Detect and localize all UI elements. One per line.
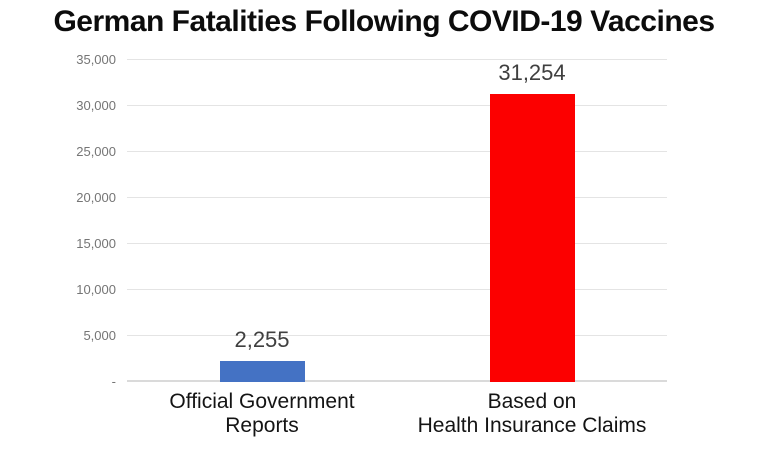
y-tick-label: 35,000 [76,52,116,67]
y-tick-label: - [111,374,116,389]
y-tick-label: 10,000 [76,282,116,297]
gridline [127,151,667,152]
category-label: Based on Health Insurance Claims [392,390,672,438]
x-axis-baseline [127,380,667,382]
y-tick-label: 5,000 [83,328,116,343]
y-tick-label: 15,000 [76,236,116,251]
chart-title: German Fatalities Following COVID-19 Vac… [53,5,715,38]
bar-value-label: 2,255 [234,327,290,353]
gridline [127,105,667,106]
bar [489,94,575,382]
bar-value-label: 31,254 [498,60,566,86]
category-label-line: Based on [487,390,577,413]
y-tick-label: 20,000 [76,190,116,205]
bar [219,361,305,382]
category-label: Official Government Reports [122,390,402,438]
y-tick-label: 30,000 [76,98,116,113]
gridline [127,289,667,290]
plot-area: - 5,000 10,000 15,000 20,000 25,000 30,000 35,0… [76,53,667,437]
gridline [127,59,667,60]
y-tick-label: 25,000 [76,144,116,159]
gridline [127,197,667,198]
category-label-line: Health Insurance Claims [417,414,647,437]
gridline [127,243,667,244]
category-label-line: Reports [225,414,299,437]
category-label-line: Official Government [169,390,355,413]
gridline [127,335,667,336]
